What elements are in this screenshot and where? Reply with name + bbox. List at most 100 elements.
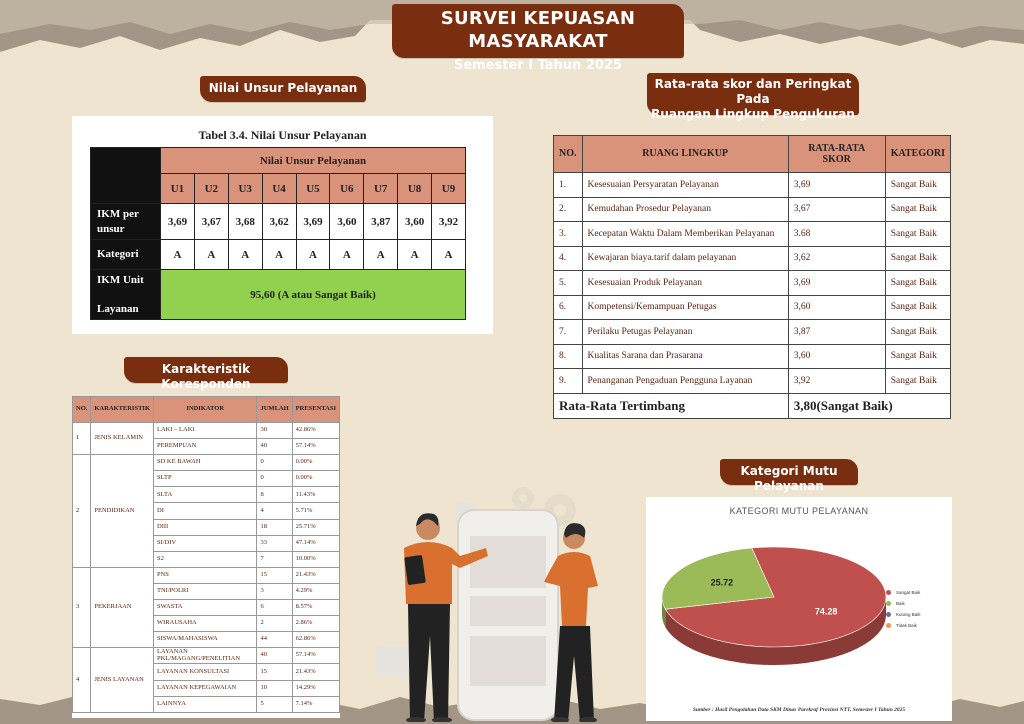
- presentasi-cell: 0.00%: [291, 454, 341, 472]
- presentasi-cell: 42.86%: [291, 421, 341, 440]
- pie-slice: [664, 546, 887, 648]
- row-no: 7.: [553, 319, 583, 345]
- indikator-cell: SLTP: [152, 470, 258, 488]
- presentasi-cell: 10.00%: [291, 550, 341, 568]
- jumlah-cell: 5: [256, 695, 293, 713]
- row-score: 3,69: [787, 172, 886, 198]
- karakteristik-table: NO. KARAKTERISTIK INDIKATOR JUMLAH PRESE…: [71, 396, 341, 713]
- presentasi-cell: 4.29%: [291, 582, 341, 601]
- table-row: 7. Perilaku Petugas Pelayanan 3,87 Sangat B…: [553, 319, 952, 345]
- col-header-presentasi: PRESENTASI: [291, 396, 341, 423]
- legend-item: Sangat Baik: [886, 587, 921, 598]
- table-row: DI 4 5.71%: [73, 502, 341, 520]
- group-no: 2: [71, 454, 92, 568]
- table-row: 1. Kesesuaian Persyaratan Pelayanan 3,69 Sa…: [553, 172, 952, 198]
- jumlah-cell: 6: [256, 599, 293, 617]
- row-no: 9.: [553, 368, 583, 394]
- chart-source: Sumber : Hasil Pengolahan Data SKM Dinas…: [692, 707, 906, 713]
- jumlah-cell: 44: [256, 631, 293, 649]
- col-header-kategori: KATEGORI: [884, 135, 952, 173]
- pie-data-label: 74.28: [815, 607, 838, 617]
- jumlah-cell: 15: [256, 566, 293, 584]
- indikator-cell: S2: [152, 550, 258, 568]
- row-score: 3,60: [787, 294, 886, 320]
- jumlah-cell: 8: [256, 486, 293, 504]
- jumlah-cell: 3: [256, 582, 293, 601]
- ikm-value: 3,92: [431, 203, 466, 240]
- indikator-cell: LAYANAN KONSULTASI: [152, 663, 258, 681]
- ruang-lingkup-table: NO. RUANG LINGKUP RATA-RATA SKOR KATEGOR…: [553, 135, 952, 419]
- footer-value: 3,80(Sangat Baik): [787, 392, 952, 419]
- table-row: 9. Penanganan Pengaduan Pengguna Layanan 3…: [553, 368, 952, 394]
- section-title-kategori: Kategori Mutu Pelayanan: [740, 464, 838, 493]
- section-title-rata-2: Ruangan Lingkup Pengukuran: [651, 107, 855, 121]
- table-row: PEREMPUAN 40 57.14%: [73, 438, 341, 456]
- presentasi-cell: 2.86%: [291, 615, 341, 633]
- indikator-cell: LAYANAN PKL/MAGANG/PENELITIAN: [152, 647, 258, 665]
- presentasi-cell: 14.29%: [291, 679, 341, 697]
- table-row: SLTA 8 11.43%: [73, 486, 341, 504]
- presentasi-cell: 25.71%: [291, 518, 341, 536]
- table-caption: Tabel 3.4. Nilai Unsur Pelayanan: [198, 128, 367, 142]
- table-row: IKM Unit Layanan 95,60 (A atau Sangat Ba…: [90, 269, 466, 320]
- row-score: 3,87: [787, 319, 886, 345]
- indikator-cell: LAKI – LAKI: [152, 421, 258, 440]
- presentasi-cell: 7.14%: [291, 695, 341, 713]
- row-name: Kesesuaian Produk Pelayanan: [581, 270, 789, 296]
- presentasi-cell: 21.43%: [291, 663, 341, 681]
- presentasi-cell: 57.14%: [291, 438, 341, 456]
- indikator-cell: DI: [152, 502, 258, 520]
- table-row: 8. Kualitas Sarana dan Prasarana 3,60 Sanga…: [553, 343, 952, 369]
- table-row: TNI/POLRI 3 4.29%: [73, 582, 341, 601]
- legend-swatch: [886, 590, 891, 595]
- row-label-ikm: IKM per unsur: [90, 203, 161, 240]
- group-name: JENIS LAYANAN: [90, 647, 154, 713]
- pie-slice: [661, 547, 775, 610]
- indikator-cell: WIRAUSAHA: [152, 615, 258, 633]
- table-row: 4. Kewajaran biaya.tarif dalam pelayanan 3…: [553, 245, 952, 271]
- table-row: 2. Kemudahan Prosedur Pelayanan 3,67 Sangat…: [553, 196, 952, 222]
- header-banner: SURVEI KEPUASAN MASYARAKAT Semester I Ta…: [392, 4, 684, 73]
- footer-label: Rata-Rata Tertimbang: [553, 392, 789, 419]
- indikator-cell: SWASTA: [152, 599, 258, 617]
- unit-header: U7: [363, 173, 399, 204]
- pie-slice-side: [662, 597, 666, 628]
- indikator-cell: DIII: [152, 518, 258, 536]
- group-no: 4: [71, 647, 92, 713]
- row-name: Perilaku Petugas Pelayanan: [581, 319, 789, 345]
- table-row: U1 U2 U3 U4 U5 U6 U7 U8 U9: [91, 173, 466, 204]
- nilai-unsur-table: Nilai Unsur Pelayanan U1 U2 U3 U4 U5 U6 …: [90, 147, 466, 320]
- row-category: Sangat Baik: [884, 343, 952, 369]
- group-name: PEKERJAAN: [90, 566, 154, 649]
- row-name: Penanganan Pengaduan Pengguna Layanan: [581, 368, 789, 394]
- table-row: Kategori A A A A A A A A A: [90, 239, 466, 270]
- kategori-value: A: [295, 239, 331, 270]
- row-score: 3,69: [787, 270, 886, 296]
- ruang-lingkup-panel: NO. RUANG LINGKUP RATA-RATA SKOR KATEGOR…: [553, 135, 952, 419]
- kategori-value: A: [193, 239, 229, 270]
- section-banner-nilai: Nilai Unsur Pelayanan: [200, 76, 366, 102]
- indikator-cell: PEREMPUAN: [152, 438, 258, 456]
- nilai-unsur-panel: Tabel 3.4. Nilai Unsur Pelayanan Nilai U…: [72, 116, 493, 334]
- table-row: 2 PENDIDIKAN SD KE BAWAH 0 0.00%: [71, 454, 341, 568]
- presentasi-cell: 0.00%: [291, 470, 341, 488]
- table-row: 3. Kecepatan Waktu Dalam Memberikan Pelay…: [553, 221, 952, 247]
- row-score: 3,62: [787, 245, 886, 271]
- kategori-value: A: [160, 239, 195, 270]
- table-row: 6. Kompetensi/Kemampuan Petugas 3,60 Sangat…: [553, 294, 952, 320]
- chart-legend: Sangat Baik Baik Kurang Baik Tidak Baik: [886, 587, 921, 631]
- col-header-no: NO.: [553, 135, 583, 173]
- pie-data-label: 25.72: [711, 577, 734, 587]
- indikator-cell: SI/DIV: [152, 534, 258, 552]
- ikm-value: 3,62: [261, 203, 297, 240]
- unit-header: U6: [329, 173, 365, 204]
- section-title-karakteristik: Karakteristik Koresponden: [161, 362, 251, 391]
- page-subtitle: Semester I Tahun 2025: [453, 58, 623, 73]
- jumlah-cell: 18: [256, 518, 293, 536]
- kategori-value: A: [397, 239, 432, 270]
- legend-swatch: [886, 623, 891, 628]
- indikator-cell: LAINNYA: [152, 695, 258, 713]
- pie-slice-side: [665, 597, 886, 666]
- col-header-karakteristik: KARAKTERISTIK: [90, 396, 154, 423]
- section-banner-karakteristik: Karakteristik Koresponden: [124, 357, 288, 391]
